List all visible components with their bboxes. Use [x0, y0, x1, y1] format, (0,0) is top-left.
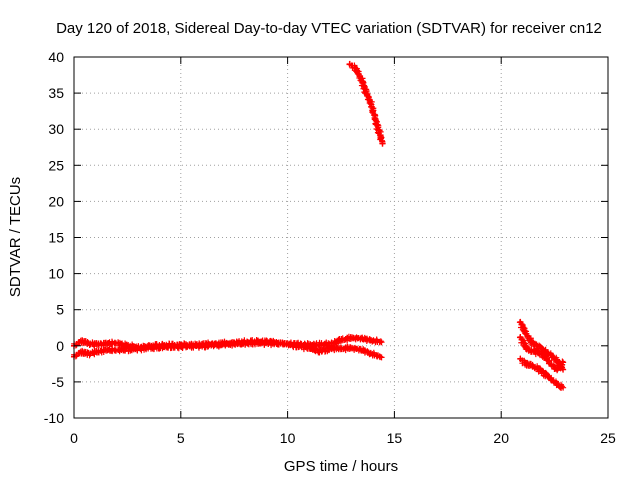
x-tick-label: 25 — [600, 430, 616, 446]
series-descending-arc — [346, 60, 386, 147]
axis-ticks: 0 5 10 15 20 25 -10 -5 0 5 10 15 20 25 30 35 40 — [44, 49, 616, 446]
data-point-marker — [379, 140, 386, 147]
data-point-marker — [377, 338, 384, 345]
y-tick-label: 20 — [48, 193, 64, 209]
data-point-marker — [378, 354, 385, 361]
x-tick-label: 20 — [493, 430, 509, 446]
y-tick-label: 5 — [56, 302, 64, 318]
y-tick-label: 0 — [56, 338, 64, 354]
y-axis-label: SDTVAR / TECUs — [7, 177, 24, 297]
data-point-marker — [378, 339, 385, 346]
data-point-marker — [205, 343, 212, 350]
y-tick-label: 40 — [48, 49, 64, 65]
data-point-marker — [559, 383, 566, 390]
series-late-track-c — [517, 355, 567, 392]
data-point-marker — [560, 359, 567, 366]
y-tick-label: 10 — [48, 266, 64, 282]
data-point-marker — [79, 337, 86, 344]
x-tick-label: 10 — [280, 430, 296, 446]
data-point-marker — [524, 359, 531, 366]
data-point-marker — [241, 338, 248, 345]
x-tick-label: 15 — [387, 430, 403, 446]
series-band-lower — [70, 338, 385, 361]
data-point-marker — [560, 384, 567, 391]
y-tick-label: -10 — [44, 410, 64, 426]
y-tick-label: -5 — [52, 374, 65, 390]
x-tick-label: 0 — [70, 430, 78, 446]
data-point-marker — [153, 342, 160, 349]
data-series — [70, 60, 567, 392]
chart-title: Day 120 of 2018, Sidereal Day-to-day VTE… — [56, 20, 602, 37]
y-tick-label: 35 — [48, 85, 64, 101]
series-late-track-b — [516, 333, 567, 374]
data-point-marker — [79, 347, 86, 354]
grid — [74, 57, 608, 418]
y-tick-label: 15 — [48, 230, 64, 246]
y-tick-label: 30 — [48, 121, 64, 137]
y-tick-label: 25 — [48, 157, 64, 173]
x-tick-label: 5 — [177, 430, 185, 446]
x-axis-label: GPS time / hours — [284, 458, 398, 475]
